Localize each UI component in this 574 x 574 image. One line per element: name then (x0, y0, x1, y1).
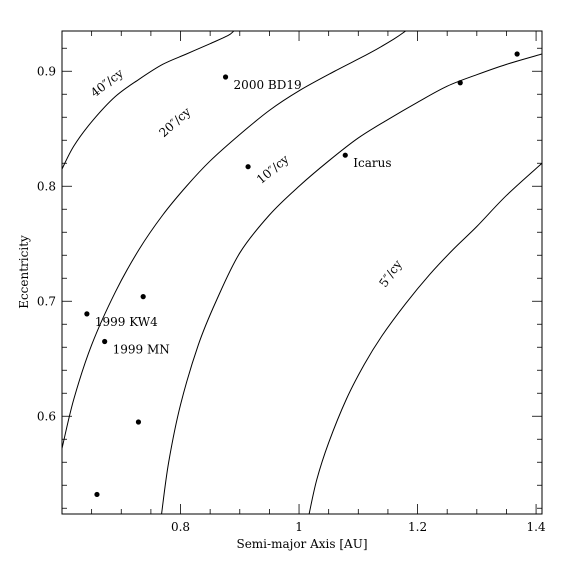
data-point (94, 491, 100, 498)
rate-curve (62, 31, 235, 170)
data-point (135, 419, 142, 425)
y-tick-label: 0.9 (37, 64, 56, 78)
y-tick-label: 0.8 (37, 179, 56, 193)
point-label: Icarus (353, 156, 391, 170)
data-point (457, 80, 463, 86)
point-label: 1999 KW4 (95, 315, 158, 329)
curve-label: 40″/cy (88, 66, 126, 100)
x-tick-label: 1.2 (408, 520, 427, 534)
rate-curve (308, 162, 542, 514)
x-tick-label: 1.4 (527, 520, 546, 534)
data-point (222, 74, 229, 80)
rate-curves (62, 31, 542, 514)
point-label: 2000 BD19 (234, 78, 302, 92)
data-point (342, 152, 348, 158)
chart-labels: 0.8 1 1.2 1.4 0.6 0.7 0.8 0.9 40″/cy 20″/cy 10″/cy… (37, 64, 546, 534)
x-axis-title: Semi-major Axis [AU] (236, 537, 367, 551)
data-point (140, 294, 146, 300)
data-point (245, 164, 251, 170)
y-axis-title: Eccentricity (17, 235, 31, 309)
data-point (84, 311, 90, 317)
rate-curve (62, 31, 406, 449)
curve-label: 20″/cy (156, 105, 193, 141)
data-points (84, 51, 520, 498)
y-tick-label: 0.6 (37, 409, 56, 423)
curve-label: 5″/cy (376, 257, 405, 290)
data-point (514, 51, 520, 57)
plot-frame (61, 30, 543, 515)
curve-label: 10″/cy (254, 152, 292, 187)
data-point (102, 338, 108, 345)
y-tick-label: 0.7 (37, 294, 56, 308)
x-tick-label: 1 (295, 520, 303, 534)
point-label: 1999 MN (113, 343, 170, 357)
x-tick-label: 0.8 (171, 520, 190, 534)
axis-ticks (61, 31, 542, 514)
rate-curve (161, 53, 542, 514)
